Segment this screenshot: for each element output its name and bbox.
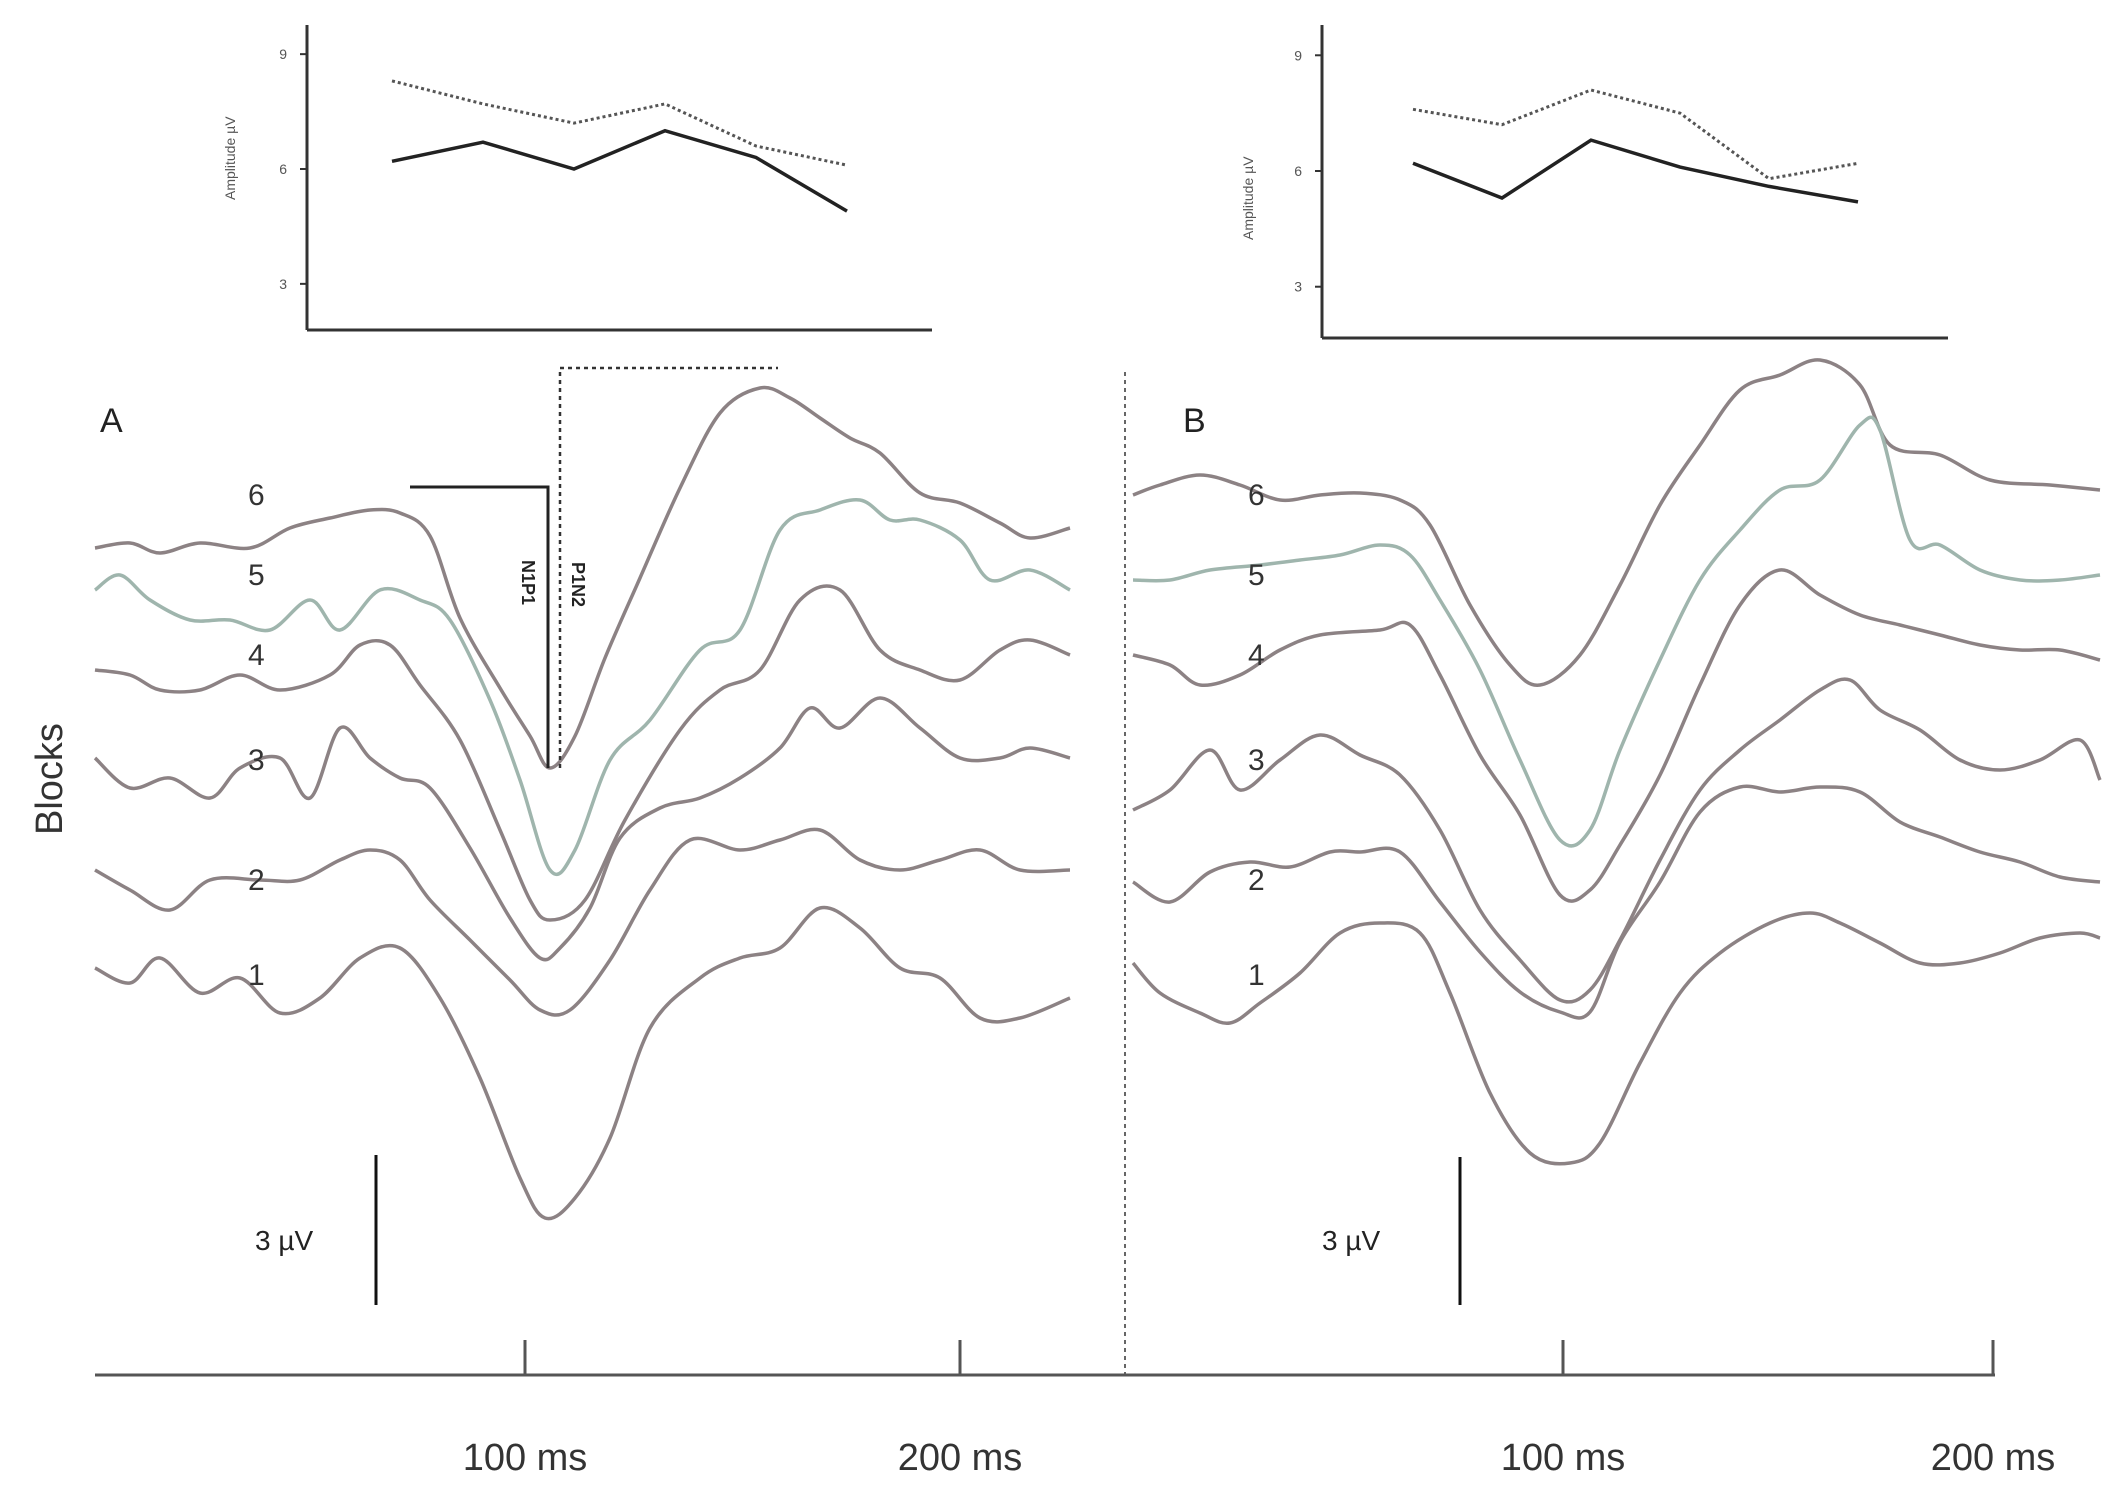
scale-bar-label-a: 3 µV [255,1225,313,1256]
inset-series-solid [1412,138,1859,204]
inset-series-dotted [1412,88,1859,181]
inset-series-dotted [391,79,848,167]
y-axis-label: Blocks [29,723,71,835]
block-label-2: 2 [1248,864,1265,897]
n1p1-bracket [410,485,550,768]
inset-y-tick-label: 6 [279,161,287,177]
inset-series-solid [391,128,848,213]
tick-label-b-200: 200 ms [1931,1437,2056,1479]
inset-chart-a: Amplitude µV 3 6 9 [222,25,932,332]
block-label-6: 6 [248,479,265,512]
peak-annotation: N1P1 P1N2 [410,366,778,768]
block-label-4: 4 [1248,639,1265,672]
block-label-2: 2 [248,864,265,897]
block-label-6: 6 [1248,479,1265,512]
block-label-1: 1 [248,959,265,992]
erp-trace-block-4 [1132,568,2101,903]
inset-a-ylabel: Amplitude µV [222,116,238,200]
scale-bar-label-b: 3 µV [1322,1225,1380,1256]
inset-b-ylabel: Amplitude µV [1240,156,1256,240]
traces-panel-a [93,385,1071,1221]
erp-trace-block-1 [1131,911,2101,1166]
tick-label-a-200: 200 ms [898,1437,1023,1479]
erp-trace-block-1 [94,905,1071,1221]
inset-y-tick-label: 9 [1294,47,1302,63]
traces-panel-b [1131,358,2102,1166]
inset-y-tick-label: 3 [279,276,287,292]
inset-b-series [1412,88,1859,204]
erp-trace-block-3 [93,696,1071,962]
erp-trace-block-4 [94,584,1071,922]
time-axis: 100 ms 200 ms 100 ms 200 ms [95,1340,2055,1479]
block-label-4: 4 [248,639,265,672]
inset-a-series [391,79,848,213]
erp-trace-block-5 [93,497,1071,877]
inset-chart-b: Amplitude µV 3 6 9 [1240,25,1948,340]
block-label-3: 3 [1248,744,1265,777]
n1p1-label: N1P1 [518,560,538,605]
block-label-3: 3 [248,744,265,777]
erp-trace-block-6 [94,385,1071,770]
block-labels-a: 6 5 4 3 2 1 [248,479,265,992]
block-label-5: 5 [248,559,265,592]
erp-trace-block-6 [1132,358,2101,687]
block-label-5: 5 [1248,559,1265,592]
erp-trace-block-2 [94,827,1071,1017]
inset-y-tick-label: 9 [279,46,287,62]
tick-label-a-100: 100 ms [463,1437,588,1479]
block-label-1: 1 [1248,959,1265,992]
inset-y-tick-label: 6 [1294,163,1302,179]
inset-a-y-ticks: 3 6 9 [279,46,307,292]
inset-b-y-ticks: 3 6 9 [1294,47,1322,295]
block-labels-b: 6 5 4 3 2 1 [1248,479,1265,992]
p1n2-label: P1N2 [568,562,588,607]
tick-label-b-100: 100 ms [1501,1437,1626,1479]
p1n2-bracket [558,366,778,768]
panel-label-b: B [1183,402,1206,440]
panel-label-a: A [100,402,123,440]
erp-trace-block-5 [1132,415,2101,848]
inset-y-tick-label: 3 [1294,279,1302,295]
erp-trace-block-2 [1132,784,2101,1020]
